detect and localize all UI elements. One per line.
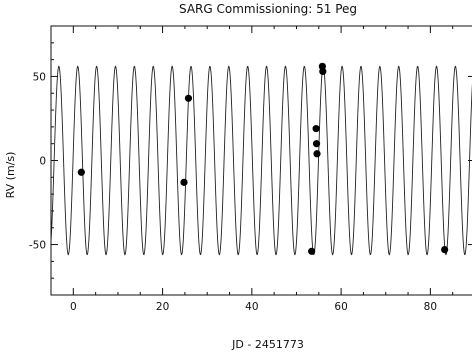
rv-data-points (77, 62, 449, 255)
data-point (308, 247, 316, 255)
data-point (313, 150, 321, 158)
x-axis-title: JD - 2451773 (231, 338, 304, 351)
tick-labels: 0 20 40 60 80 -50 0 50 (29, 71, 437, 313)
data-point (77, 168, 85, 176)
x-tick-label: 0 (70, 301, 77, 313)
axis-ticks (50, 25, 472, 296)
y-tick-label: 0 (39, 156, 46, 168)
x-tick-label: 20 (156, 301, 169, 313)
y-tick-label: 50 (33, 71, 46, 83)
data-point (180, 178, 188, 186)
x-tick-label: 80 (424, 301, 437, 313)
y-tick-label: -50 (29, 240, 46, 252)
x-tick-label: 60 (334, 301, 347, 313)
data-point (441, 246, 449, 254)
x-tick-label: 40 (245, 301, 258, 313)
chart-title: SARG Commissioning: 51 Peg (179, 2, 357, 16)
data-point (312, 140, 321, 148)
data-point (184, 94, 193, 102)
orbit-model-curve (50, 65, 472, 256)
data-point (312, 124, 320, 133)
data-point (319, 67, 327, 75)
y-axis-title: RV (m/s) (4, 152, 17, 199)
